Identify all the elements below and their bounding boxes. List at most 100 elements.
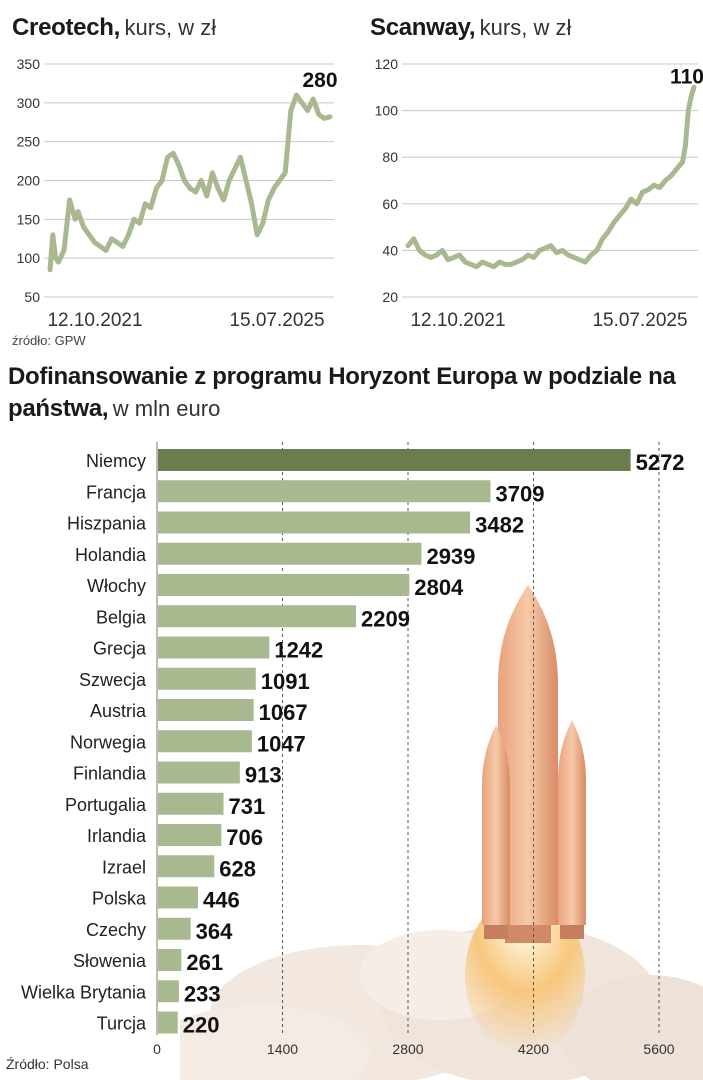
creotech-data-point [104, 249, 108, 252]
scanway-data-point [606, 230, 610, 234]
bar [158, 511, 471, 534]
creotech-data-point [211, 171, 214, 175]
scanway-line-chart: 120 100 80 60 40 20 110 12.10.2021 15.07.2025 [375, 56, 703, 331]
bar-value-label: 731 [229, 794, 266, 819]
creotech-data-point [199, 179, 203, 182]
bar [158, 1011, 178, 1034]
creotech-data-point [188, 186, 192, 190]
creotech-data-point [323, 116, 326, 120]
bar-category-label: Norwegia [70, 732, 147, 752]
creotech-y-tick-label: 350 [17, 56, 41, 72]
scanway-y-tick-label: 20 [382, 289, 398, 305]
creotech-data-point [115, 241, 119, 245]
source-bottom: Źródło: Polsa [6, 1056, 89, 1072]
bar-category-label: Holandia [75, 545, 147, 565]
creotech-data-point [121, 245, 125, 248]
bar-chart-title-text: Dofinansowanie z programu Horyzont Europ… [8, 363, 676, 422]
scanway-data-point [503, 262, 507, 266]
creotech-data-point [311, 97, 315, 101]
scanway-data-point [635, 202, 639, 206]
creotech-data-point [57, 260, 60, 264]
bar-value-label: 1242 [274, 638, 323, 663]
bar-category-label: Finlandia [73, 764, 147, 784]
scanway-data-point [515, 260, 519, 264]
scanway-data-point [681, 160, 684, 164]
creotech-y-tick-label: 50 [24, 289, 40, 305]
scanway-data-point [486, 262, 490, 266]
bar-value-label: 706 [226, 825, 263, 850]
scanway-x-label-start: 12.10.2021 [410, 310, 505, 331]
scanway-data-point [669, 174, 673, 178]
bar-value-label: 2209 [361, 606, 410, 631]
scanway-data-point [646, 188, 650, 192]
bar-category-label: Wielka Brytania [21, 982, 147, 1002]
scanway-y-tick-label: 120 [375, 56, 399, 72]
creotech-data-point [138, 221, 142, 225]
creotech-title: Creotech, kurs, w zł [12, 14, 216, 42]
scanway-title-unit: kurs, w zł [479, 15, 572, 40]
creotech-title-unit: kurs, w zł [124, 15, 217, 40]
scanway-data-point [480, 260, 484, 264]
scanway-data-point [452, 255, 456, 259]
creotech-data-point [155, 186, 158, 190]
creotech-data-point [99, 245, 102, 248]
scanway-data-point [561, 249, 564, 252]
creotech-data-point [227, 179, 231, 182]
scanway-data-point [686, 109, 690, 112]
scanway-y-tick-label: 40 [382, 242, 398, 258]
bar-category-label: Czechy [86, 920, 146, 940]
creotech-data-point [295, 93, 298, 97]
bar-x-tick-label: 5600 [643, 1041, 674, 1057]
creotech-data-point [51, 233, 55, 237]
scanway-data-point [435, 253, 438, 257]
creotech-series-line [47, 92, 333, 273]
creotech-data-point [143, 202, 147, 206]
scanway-y-tick-label: 60 [382, 196, 398, 212]
creotech-data-point [73, 217, 77, 221]
bar-category-label: Włochy [87, 576, 146, 596]
scanway-data-point [475, 265, 479, 269]
scanway-title: Scanway, kurs, w zł [370, 14, 571, 42]
scanway-data-point [675, 167, 679, 171]
creotech-data-point [300, 101, 304, 105]
scanway-data-point [629, 197, 633, 201]
creotech-x-label-end: 15.07.2025 [229, 310, 324, 331]
bar-value-label: 628 [219, 856, 256, 881]
scanway-data-point [623, 207, 627, 210]
scanway-data-point [458, 253, 461, 257]
bar-chart-title: Dofinansowanie z programu Horyzont Europ… [8, 362, 698, 426]
creotech-x-label-start: 12.10.2021 [47, 310, 142, 331]
scanway-series-line [405, 84, 697, 270]
scanway-data-point [583, 260, 587, 264]
creotech-y-tick-label: 250 [17, 134, 41, 150]
scanway-data-point [418, 249, 421, 252]
creotech-data-point [233, 167, 237, 171]
bar-value-label: 5272 [636, 450, 685, 475]
bar-category-label: Irlandia [87, 826, 147, 846]
scanway-data-point [612, 221, 616, 224]
creotech-data-point [82, 225, 85, 229]
bar-x-tick-label: 0 [153, 1041, 161, 1057]
scanway-data-point [446, 258, 450, 262]
scanway-title-name: Scanway, [370, 14, 476, 41]
bar-category-label: Szwecja [79, 670, 147, 690]
bar-value-label: 364 [196, 919, 233, 944]
creotech-data-point [177, 163, 181, 167]
bar-value-label: 3482 [475, 513, 524, 538]
creotech-data-point [272, 186, 276, 190]
bar [158, 667, 256, 690]
bar [158, 886, 198, 909]
scanway-data-point [526, 253, 530, 257]
rocket-illustration [180, 585, 703, 1080]
bar-value-label: 913 [245, 763, 282, 788]
creotech-data-point [289, 109, 293, 112]
bar [158, 824, 222, 846]
creotech-data-point [68, 198, 71, 202]
creotech-data-point [183, 179, 186, 182]
creotech-y-tick-label: 300 [17, 95, 41, 111]
bar-value-label: 446 [203, 888, 240, 913]
creotech-y-tick-label: 200 [17, 173, 41, 189]
bar-category-label: Belgia [96, 607, 147, 627]
scanway-data-point [658, 186, 662, 189]
scanway-data-point [549, 244, 553, 248]
